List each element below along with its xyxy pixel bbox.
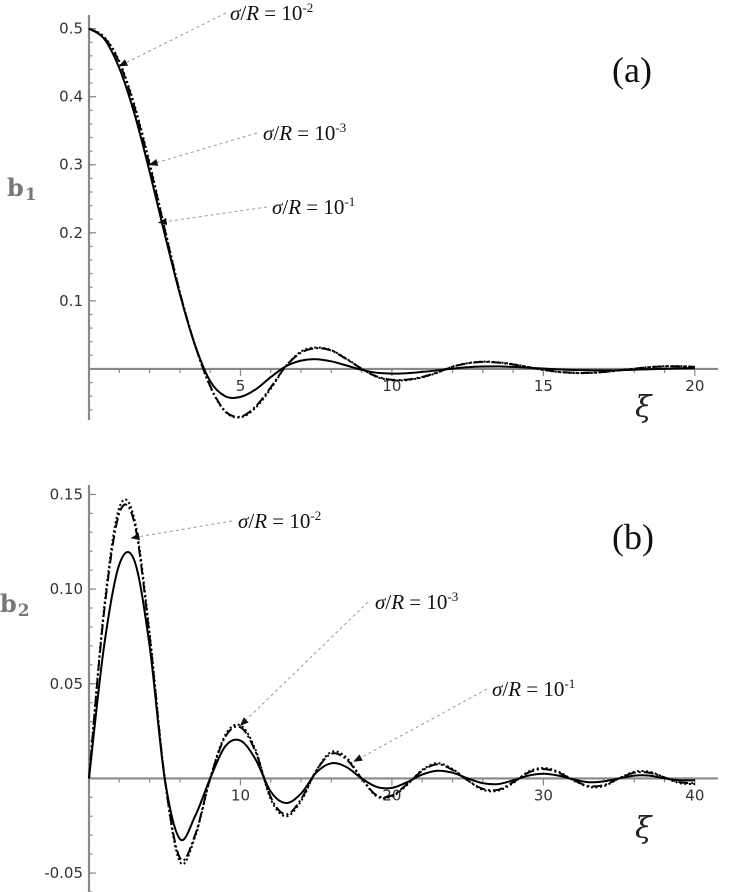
annotation-arrow-b [130,520,233,541]
annotation-label-b: σ/R = 10-2 [238,508,321,533]
x-tick-label-a: 20 [685,377,704,395]
x-tick-label-a: 15 [534,377,553,395]
panel-label-a: (a) [612,50,652,90]
annotation-label-b: σ/R = 10-1 [492,676,575,701]
annotations-b: σ/R = 10-2 σ/R = 10-3 σ/R = 10-1 [130,508,575,762]
x-tick-label-a: 5 [236,377,246,395]
y-tick-label-a: 0.4 [59,88,83,106]
annotation-label-b: σ/R = 10-3 [375,589,458,614]
y-axis-label-b: b2 [0,589,30,621]
x-axis-label-a: ξ [635,390,653,425]
y-tick-label-b: -0.05 [44,864,83,882]
y-axis-label-a: b1 [7,173,37,205]
series-line-b-dash-dot [88,503,695,862]
series-line-b-dotted [88,498,695,866]
y-tick-label-a: 0.2 [59,224,83,242]
y-axis-label-sub-b: 2 [18,601,30,621]
x-tick-label-b: 10 [231,786,250,804]
y-tick-label-a: 0.3 [59,156,83,174]
annotation-arrow-a [148,132,258,166]
annotation-arrow-b [353,688,488,762]
series-line-a-dash-dot [88,27,695,418]
chart-panel-a: 5 10 15 200.10.20.30.40.5 σ/R = 10-2σ/R = 1… [7,0,718,425]
y-axis-label-main-a: b [7,173,24,202]
series-group-a [88,27,695,419]
series-line-b-solid [88,551,695,842]
y-tick-label-a: 0.1 [59,292,83,310]
y-axis-label-sub-a: 1 [25,185,37,205]
series-line-a-solid [88,27,695,399]
y-tick-label-b: 0.15 [50,485,83,503]
x-axis-label-b: ξ [635,811,653,846]
annotation-arrow-a [118,12,227,67]
y-axis-label-main-b: b [0,589,17,618]
panel-label-b: (b) [612,517,654,557]
annotation-arrow-a [157,206,268,226]
annotation-arrow-b [239,601,369,727]
y-tick-label-b: 0.05 [50,675,83,693]
x-tick-label-b: 30 [534,786,553,804]
axes-b: 10 20 30 40-0.050.050.100.15 [44,485,718,892]
chart-panel-b: 10 20 30 40-0.050.050.100.15 σ/R = 10-2σ/R … [0,485,718,892]
annotations-a: σ/R = 10-2 σ/R = 10-3 σ/R = 10-1 [118,0,355,226]
annotation-label-a: σ/R = 10-2 [230,0,313,25]
y-tick-label-a: 0.5 [59,20,83,38]
annotation-label-a: σ/R = 10-3 [263,120,346,145]
annotation-label-a: σ/R = 10-1 [272,194,355,219]
series-line-a-dotted [88,27,695,419]
series-group-b [88,498,695,866]
y-tick-label-b: 0.10 [50,580,83,598]
x-tick-label-b: 40 [685,786,704,804]
